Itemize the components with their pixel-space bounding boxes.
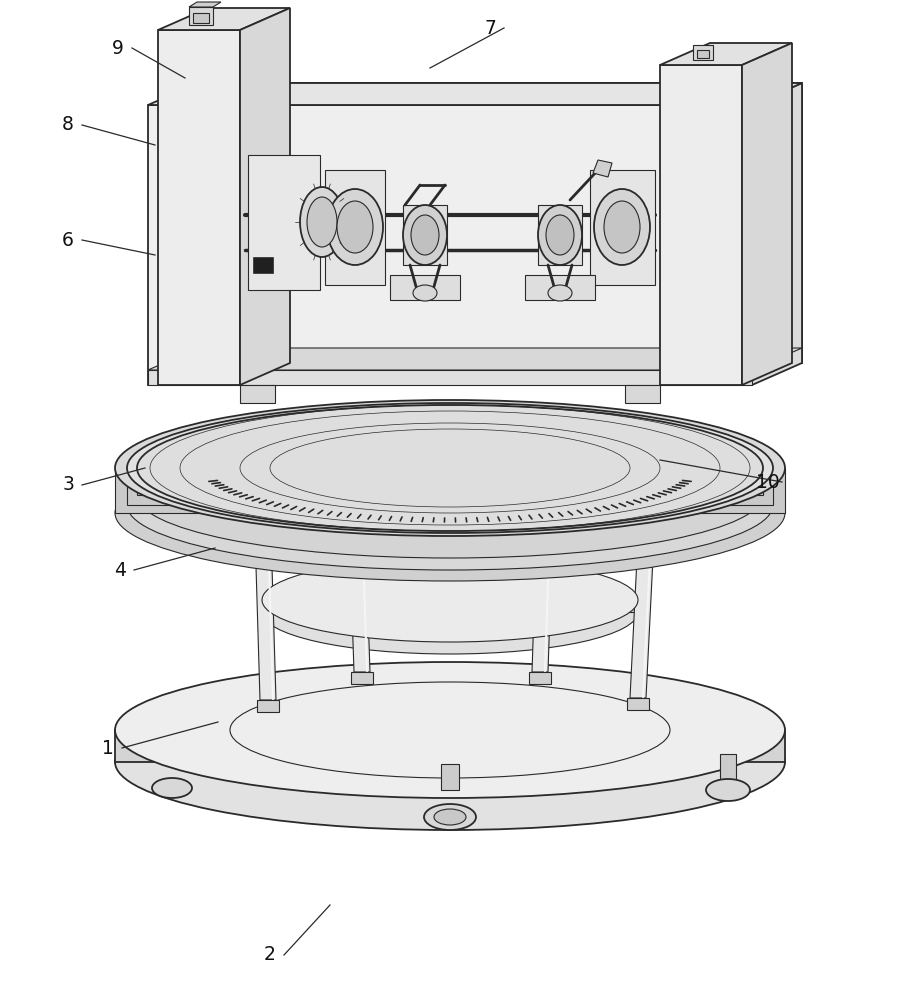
Polygon shape [697,50,709,58]
Ellipse shape [137,432,763,558]
Polygon shape [158,8,290,30]
Text: 2: 2 [264,946,276,964]
Ellipse shape [594,189,650,265]
Ellipse shape [604,201,640,253]
Ellipse shape [424,804,476,830]
Ellipse shape [413,285,437,301]
Text: 7: 7 [484,18,496,37]
Ellipse shape [127,403,773,533]
Ellipse shape [152,778,192,798]
Polygon shape [529,672,551,684]
Polygon shape [115,468,785,513]
Polygon shape [403,205,447,265]
Polygon shape [637,488,659,498]
Polygon shape [693,45,713,60]
Ellipse shape [262,570,638,654]
Polygon shape [148,83,802,105]
Ellipse shape [706,779,750,801]
Text: 8: 8 [62,115,74,134]
Polygon shape [752,83,802,385]
Text: 6: 6 [62,231,74,249]
Polygon shape [193,13,209,23]
Polygon shape [525,275,595,300]
Polygon shape [148,348,802,370]
Polygon shape [630,498,656,698]
Polygon shape [660,65,742,385]
Polygon shape [625,385,660,403]
Polygon shape [627,698,649,710]
Polygon shape [351,672,373,684]
Polygon shape [127,468,773,505]
Polygon shape [148,105,752,385]
Polygon shape [720,754,736,782]
Polygon shape [325,170,385,285]
Polygon shape [390,275,460,300]
Polygon shape [590,170,655,285]
Polygon shape [532,492,554,672]
Polygon shape [345,482,367,492]
Ellipse shape [300,187,344,257]
Polygon shape [189,2,221,7]
Ellipse shape [546,215,574,255]
Ellipse shape [127,440,773,570]
Polygon shape [158,30,240,385]
Ellipse shape [115,662,785,798]
Text: 4: 4 [114,560,126,580]
Text: 10: 10 [756,473,780,491]
Ellipse shape [115,694,785,830]
Ellipse shape [137,405,763,531]
Polygon shape [137,468,763,495]
Polygon shape [148,370,752,385]
Polygon shape [240,385,275,403]
Ellipse shape [115,445,785,581]
Polygon shape [441,764,459,790]
Ellipse shape [538,205,582,265]
Text: 1: 1 [102,738,114,758]
Polygon shape [660,43,792,65]
Ellipse shape [403,205,447,265]
Polygon shape [248,155,320,290]
Polygon shape [348,492,370,672]
Polygon shape [198,83,802,363]
Polygon shape [115,730,785,762]
Polygon shape [262,600,638,612]
Polygon shape [254,500,276,700]
Ellipse shape [434,809,466,825]
Ellipse shape [548,285,572,301]
Polygon shape [251,490,273,500]
Text: 3: 3 [62,476,74,494]
Polygon shape [742,43,792,385]
Ellipse shape [411,215,439,255]
Polygon shape [189,7,213,25]
Ellipse shape [115,400,785,536]
Ellipse shape [327,189,383,265]
Polygon shape [593,160,612,177]
Text: 9: 9 [112,38,124,57]
Polygon shape [538,205,582,265]
Polygon shape [240,8,290,385]
Polygon shape [253,257,273,273]
Ellipse shape [337,201,373,253]
Polygon shape [535,482,557,492]
Ellipse shape [262,558,638,642]
Polygon shape [257,700,279,712]
Ellipse shape [307,197,337,247]
